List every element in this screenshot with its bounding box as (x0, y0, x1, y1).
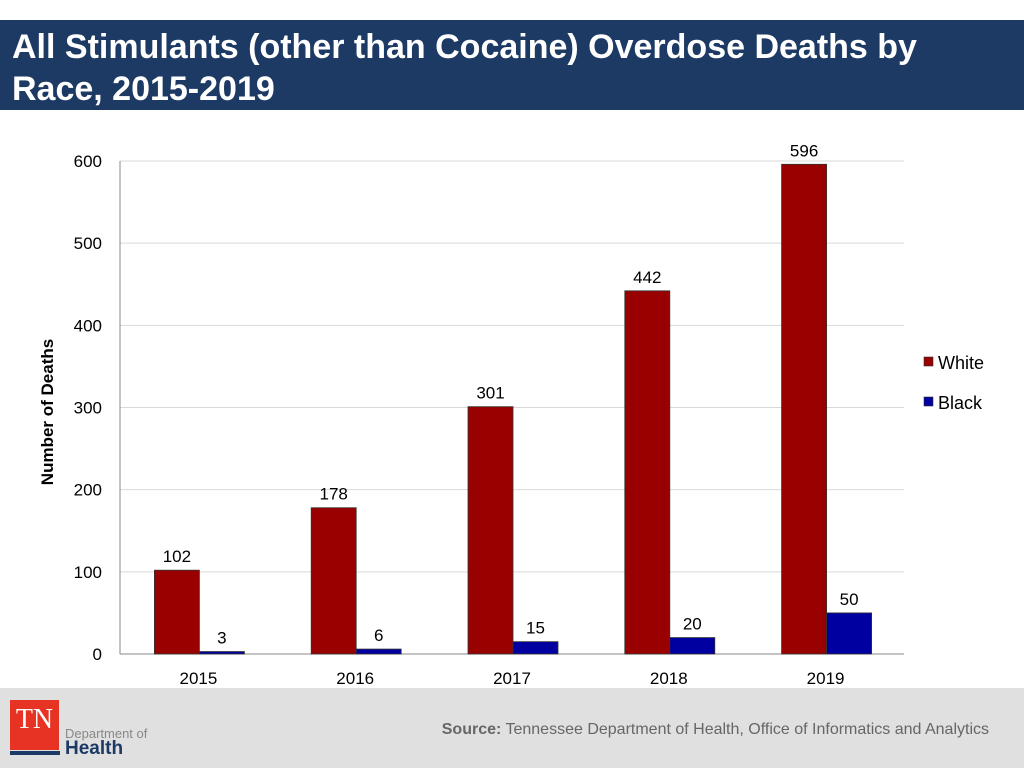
y-tick-label: 200 (74, 481, 102, 500)
page-title: All Stimulants (other than Cocaine) Over… (12, 28, 917, 108)
bar-black (512, 641, 559, 655)
data-label: 15 (526, 619, 545, 638)
y-tick-label: 0 (93, 645, 102, 664)
bar-black (355, 648, 402, 655)
legend-swatch-white (923, 356, 934, 367)
data-label: 3 (217, 629, 226, 648)
x-tick-label: 2016 (336, 669, 374, 688)
health-label: Health (65, 738, 124, 759)
data-label: 102 (163, 547, 191, 566)
legend-swatch-black (923, 396, 934, 407)
data-label: 178 (320, 485, 348, 504)
footer: TN Department of Health Source: Tennesse… (0, 688, 1024, 768)
data-label: 50 (840, 590, 859, 609)
bar-chart: 0100200300400500600201510232016178620173… (38, 141, 984, 688)
x-tick-label: 2019 (807, 669, 845, 688)
data-label: 20 (683, 615, 702, 634)
bar-white (781, 163, 827, 655)
source-note: Source: Tennessee Department of Health, … (442, 721, 989, 739)
legend-label-black: Black (938, 393, 983, 413)
logo-underline (10, 751, 60, 755)
bar-white (624, 290, 671, 655)
bar-black (826, 612, 872, 655)
x-tick-label: 2017 (493, 669, 531, 688)
y-tick-label: 400 (74, 316, 102, 335)
y-tick-label: 300 (74, 399, 102, 418)
data-label: 442 (633, 268, 661, 287)
dept-label: Department of (65, 726, 148, 741)
bar-white (153, 569, 200, 655)
source-text: Tennessee Department of Health, Office o… (505, 721, 989, 738)
bar-black (198, 651, 245, 655)
y-axis-label: Number of Deaths (38, 339, 57, 485)
x-tick-label: 2015 (179, 669, 217, 688)
data-label: 6 (374, 626, 383, 645)
x-tick-label: 2018 (650, 669, 688, 688)
bar-black (669, 637, 716, 655)
y-tick-label: 500 (74, 234, 102, 253)
data-label: 301 (476, 384, 504, 403)
y-tick-label: 600 (74, 152, 102, 171)
bar-white (467, 406, 514, 655)
tn-logo: TN (10, 700, 59, 750)
y-tick-label: 100 (74, 563, 102, 582)
data-label: 596 (790, 141, 818, 160)
source-label: Source: (441, 721, 502, 738)
legend-label-white: White (938, 353, 984, 373)
bar-white (310, 507, 357, 655)
header-bar: All Stimulants (other than Cocaine) Over… (0, 20, 1024, 110)
